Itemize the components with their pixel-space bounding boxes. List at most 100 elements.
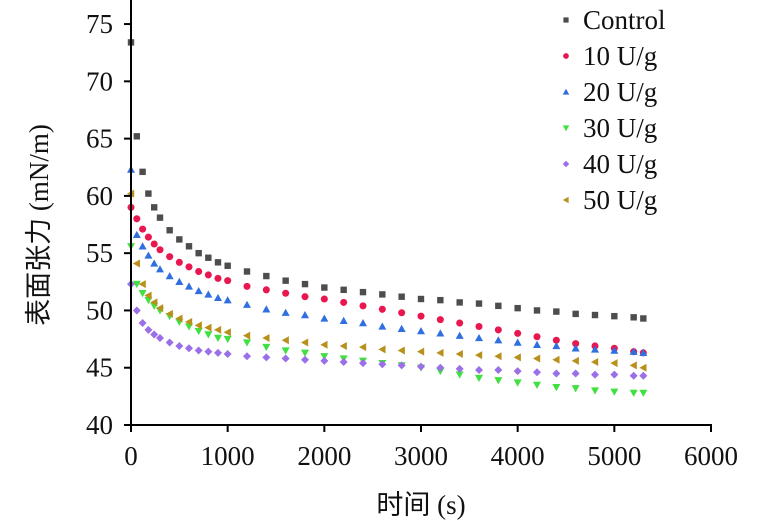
data-point — [571, 356, 579, 365]
data-point — [455, 349, 463, 358]
data-point — [133, 133, 140, 140]
data-point — [223, 335, 232, 344]
data-point — [223, 328, 231, 337]
data-point — [475, 351, 483, 360]
data-point — [436, 363, 445, 372]
data-point — [132, 259, 140, 268]
y-tick-label: 65 — [86, 124, 113, 154]
data-point — [195, 249, 202, 257]
data-point — [417, 327, 425, 335]
data-point — [533, 354, 541, 363]
data-point — [132, 280, 141, 289]
data-point — [456, 319, 464, 327]
data-point — [138, 280, 146, 289]
data-point — [301, 338, 309, 347]
data-point — [455, 371, 464, 379]
data-point — [243, 331, 251, 340]
data-point — [553, 308, 560, 315]
data-point — [552, 355, 560, 364]
legend-item: 30 U/g — [562, 113, 657, 143]
data-point — [417, 295, 425, 303]
data-point — [639, 371, 648, 380]
data-point — [204, 290, 213, 298]
data-point — [397, 361, 406, 370]
data-point — [533, 340, 541, 349]
data-point — [629, 361, 637, 370]
data-point — [378, 305, 386, 313]
data-point — [629, 347, 638, 355]
data-point — [514, 329, 522, 337]
data-point — [513, 379, 522, 387]
data-point — [340, 298, 348, 306]
data-point — [571, 369, 580, 378]
data-point — [494, 326, 502, 334]
data-point — [436, 348, 444, 357]
series-40-u-g — [127, 280, 648, 380]
legend-marker — [562, 125, 570, 132]
data-point — [533, 333, 541, 341]
data-point — [572, 310, 579, 318]
data-point — [552, 341, 561, 350]
legend-item: 20 U/g — [562, 77, 657, 107]
legend-marker — [562, 196, 569, 204]
data-point — [132, 230, 141, 239]
x-tick-label: 2000 — [297, 441, 351, 471]
data-point — [629, 371, 638, 380]
data-point — [339, 357, 348, 366]
data-point — [591, 370, 599, 379]
data-point — [150, 240, 158, 248]
data-point — [156, 265, 164, 273]
data-point — [455, 364, 464, 373]
y-tick-label: 60 — [86, 181, 113, 211]
data-point — [223, 296, 232, 304]
data-point — [138, 319, 147, 328]
data-point — [214, 274, 222, 282]
data-point — [150, 298, 158, 307]
data-point — [185, 263, 193, 271]
data-point — [359, 343, 367, 352]
data-point — [185, 344, 193, 353]
data-point — [397, 346, 405, 355]
data-point — [494, 366, 503, 375]
data-point — [132, 306, 141, 315]
data-point — [513, 367, 522, 376]
legend-label: 40 U/g — [583, 149, 657, 179]
data-point — [138, 290, 147, 298]
data-point — [379, 291, 386, 298]
data-point — [156, 246, 164, 254]
data-point — [204, 323, 212, 332]
data-point — [320, 340, 328, 349]
data-point — [640, 315, 647, 322]
legend-label: 50 U/g — [583, 185, 657, 215]
data-point — [281, 336, 289, 345]
data-point — [224, 277, 232, 285]
data-point — [417, 362, 425, 371]
data-point — [204, 271, 212, 279]
data-point — [639, 363, 647, 372]
data-point — [533, 381, 541, 389]
data-point — [138, 242, 147, 250]
data-point — [165, 272, 174, 280]
data-point — [262, 305, 271, 313]
data-point — [165, 338, 174, 347]
data-point — [144, 233, 152, 241]
legend-label: 10 U/g — [583, 41, 657, 71]
data-point — [214, 334, 222, 342]
data-point — [552, 369, 561, 378]
x-tick-label: 4000 — [491, 441, 545, 471]
data-point — [301, 349, 309, 357]
data-point — [378, 322, 387, 330]
data-point — [133, 215, 141, 223]
y-tick-label: 40 — [86, 410, 113, 440]
legend-label: Control — [583, 5, 666, 35]
data-point — [475, 374, 483, 383]
data-point — [301, 293, 309, 301]
data-point — [436, 329, 445, 337]
legend-label: 20 U/g — [583, 77, 657, 107]
data-point — [629, 389, 638, 397]
y-tick-label: 50 — [86, 295, 113, 325]
legend-item: 50 U/g — [562, 185, 657, 215]
data-point — [437, 296, 444, 304]
data-point — [610, 359, 618, 368]
